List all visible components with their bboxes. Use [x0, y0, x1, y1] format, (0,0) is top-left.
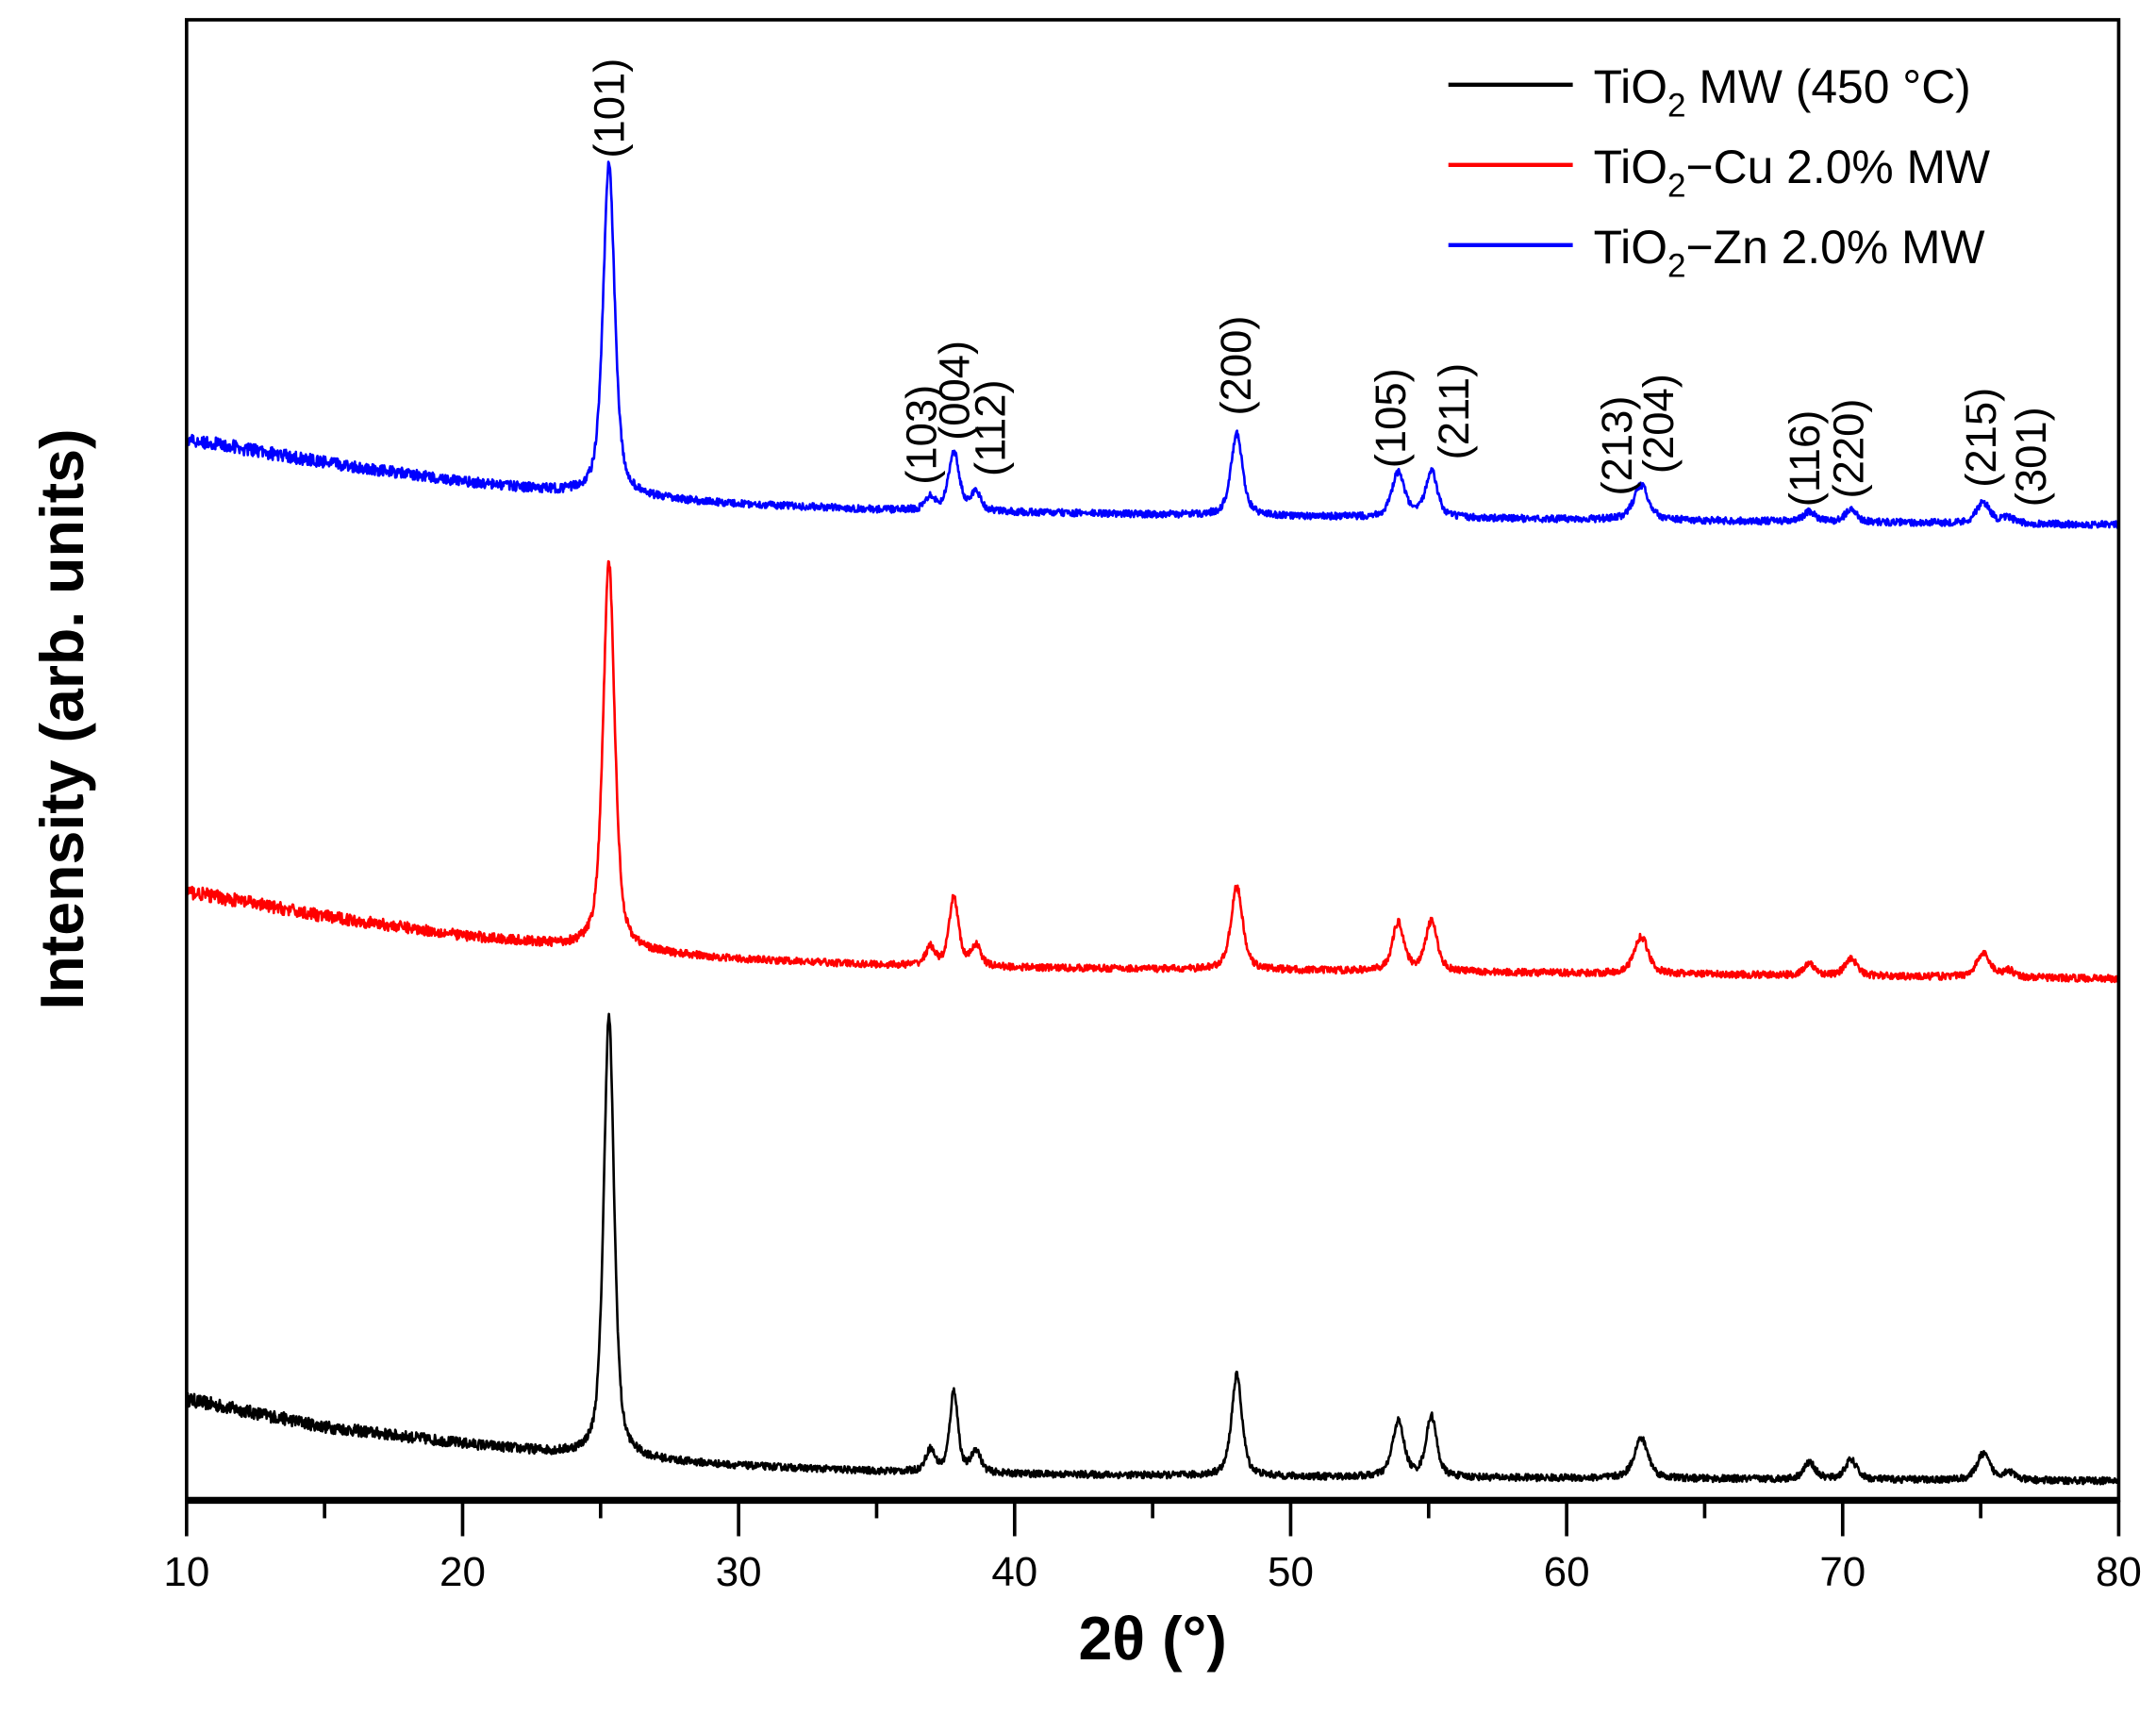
x-axis-ticks: 10 20 30 40 50 60 70 80 — [163, 1500, 2142, 1595]
peak-label: (103) — [897, 385, 945, 485]
peak-label: (112) — [967, 379, 1015, 476]
x-axis-title: 2θ (°) — [1078, 1605, 1226, 1673]
x-tick-label: 30 — [716, 1549, 762, 1595]
peak-label: (116) — [1781, 410, 1829, 508]
legend-label: TiO2−Cu 2.0% MW — [1594, 141, 1990, 205]
x-tick-label: 70 — [1819, 1549, 1866, 1595]
x-tick-label: 20 — [439, 1549, 486, 1595]
x-tick-label: 10 — [163, 1549, 209, 1595]
legend-label: TiO2−Zn 2.0% MW — [1594, 221, 1985, 285]
peak-label: (204) — [1634, 374, 1683, 474]
plot-area — [185, 160, 2120, 1486]
x-tick-label: 60 — [1544, 1549, 1590, 1595]
y-axis-title: Intensity (arb. units) — [28, 428, 96, 1009]
series-line-0 — [185, 1012, 2120, 1486]
x-tick-label: 80 — [2096, 1549, 2142, 1595]
peak-label: (004) — [931, 341, 979, 441]
peak-label: (200) — [1212, 315, 1260, 415]
series-line-2 — [185, 160, 2120, 529]
peak-label: (105) — [1367, 368, 1415, 468]
peak-label: (301) — [2007, 407, 2055, 507]
peak-label: (101) — [586, 58, 634, 158]
peak-annotations: (101) (103)(004)(112) (200) (105) (211) (213)… — [586, 58, 2055, 508]
peak-label: (211) — [1430, 363, 1478, 460]
peak-label: (215) — [1957, 388, 2005, 488]
legend: TiO2 MW (450 °C) TiO2−Cu 2.0% MW TiO2−Zn 2… — [1448, 60, 1990, 285]
x-tick-label: 40 — [991, 1549, 1037, 1595]
legend-label: TiO2 MW (450 °C) — [1594, 60, 1971, 125]
series-line-1 — [185, 559, 2120, 984]
peak-label: (213) — [1593, 396, 1641, 496]
x-tick-label: 50 — [1268, 1549, 1314, 1595]
peak-label: (220) — [1825, 398, 1873, 498]
